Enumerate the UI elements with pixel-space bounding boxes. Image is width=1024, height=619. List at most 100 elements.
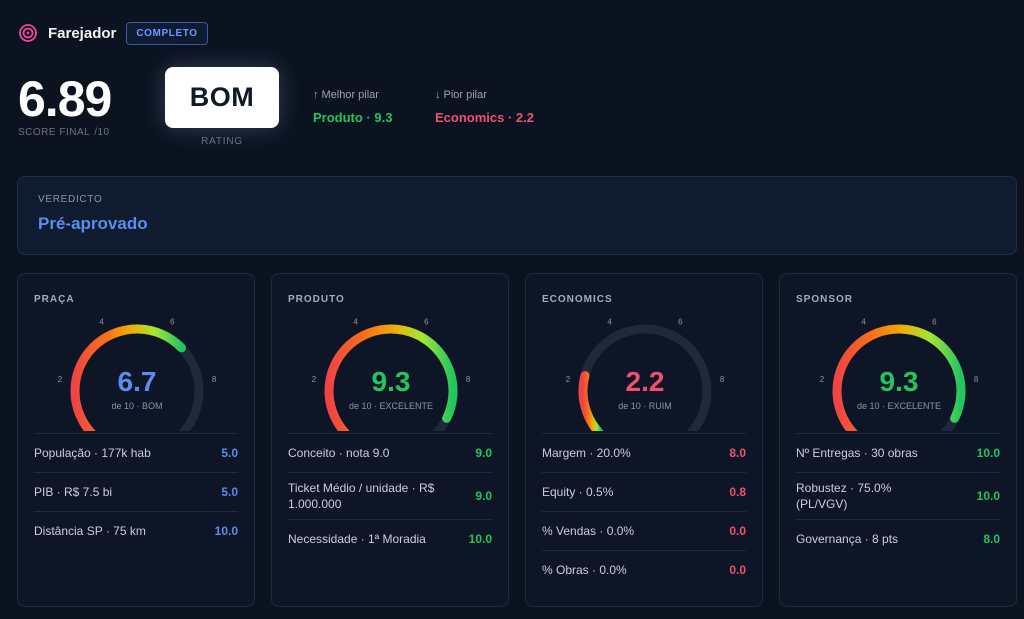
gauge-score: 6.7: [117, 366, 157, 397]
gauge-tick-label: 8: [212, 375, 217, 384]
card-title: SPONSOR: [796, 294, 854, 305]
status-badge: COMPLETO: [126, 21, 208, 45]
rating-label: RATING: [201, 136, 243, 147]
gauge-tick-label: 6: [170, 318, 175, 327]
worst-pillar: ↓ Pior pilar Economics · 2.2: [435, 89, 534, 125]
metric-label: % Vendas · 0.0%: [542, 524, 635, 538]
gauge-svg: 0246810: [312, 318, 471, 431]
verdict-value: Pré-aprovado: [38, 214, 148, 233]
final-score-label: SCORE FINAL/10: [18, 127, 110, 138]
metric-label: % Obras · 0.0%: [542, 563, 627, 577]
gauge-score: 9.3: [371, 366, 411, 397]
header: Farejador COMPLETO: [18, 20, 208, 46]
metric-row: Nº Entregas · 30 obras 10.0: [796, 433, 1000, 472]
gauge-subtitle: de 10 · EXCELENTE: [856, 401, 942, 411]
metric-list: Margem · 20.0% 8.0 Equity · 0.5% 0.8 % Venda…: [542, 433, 746, 589]
gauge-subtitle: de 10 · BOM: [111, 401, 163, 411]
metric-row: Margem · 20.0% 8.0: [542, 433, 746, 472]
metric-label: Governança · 8 pts: [796, 532, 899, 546]
gauge-tick-label: 2: [566, 375, 571, 384]
gauge-tick-label: 2: [820, 375, 825, 384]
metric-row: Conceito · nota 9.0 9.0: [288, 433, 492, 472]
score-gauge: 02468102.2de 10 · RUIM: [542, 311, 748, 431]
metric-row: % Obras · 0.0% 0.0: [542, 550, 746, 589]
arrow-down-icon: ↓: [435, 89, 441, 101]
metric-row: PIB · R$ 7.5 bi 5.0: [34, 472, 238, 511]
metric-row: Distância SP · 75 km 10.0: [34, 511, 238, 550]
metric-label: Robustez · 75.0% (PL/VGV): [796, 481, 892, 511]
metric-row: % Vendas · 0.0% 0.0: [542, 511, 746, 550]
metric-value: 0.0: [729, 563, 746, 577]
metric-label: Distância SP · 75 km: [34, 524, 146, 538]
gauge-fill: [324, 324, 458, 431]
metric-value: 8.0: [983, 532, 1000, 546]
metric-value: 0.8: [729, 485, 746, 499]
pillar-card: PRODUTO02468109.3de 10 · EXCELENTEConcei…: [271, 273, 509, 607]
metric-value: 10.0: [976, 489, 1000, 503]
verdict-label: VEREDICTO: [38, 194, 103, 205]
gauge-tick-label: 8: [720, 375, 725, 384]
gauge-fill: [832, 324, 966, 431]
metric-label: Equity · 0.5%: [542, 485, 614, 499]
gauge-tick-label: 6: [932, 318, 937, 327]
final-score: 6.89 SCORE FINAL/10: [18, 74, 112, 138]
gauge-tick-label: 2: [312, 375, 317, 384]
gauge-subtitle: de 10 · RUIM: [618, 401, 672, 411]
verdict-panel: VEREDICTO Pré-aprovado: [17, 176, 1017, 255]
gauge-tick-label: 6: [678, 318, 683, 327]
metric-value: 8.0: [729, 446, 746, 460]
rating-box: BOM: [165, 67, 279, 128]
best-pillar-value: Produto · 9.3: [313, 110, 393, 125]
metric-label: Necessidade · 1ª Moradia: [288, 532, 426, 546]
rating: BOM RATING: [165, 67, 279, 147]
gauge-tick-label: 4: [99, 318, 104, 327]
metric-label: Ticket Médio / unidade · R$ 1.000.000: [288, 481, 435, 511]
best-pillar: ↑ Melhor pilar Produto · 9.3: [313, 89, 392, 125]
metric-row: Governança · 8 pts 8.0: [796, 519, 1000, 558]
metric-label: População · 177k hab: [34, 446, 151, 460]
card-title: PRAÇA: [34, 294, 75, 305]
gauge-svg: 0246810: [820, 318, 979, 431]
gauge-fill: [578, 371, 604, 431]
score-gauge: 02468109.3de 10 · EXCELENTE: [288, 311, 494, 431]
metric-row: Equity · 0.5% 0.8: [542, 472, 746, 511]
best-pillar-caption: Melhor pilar: [321, 89, 379, 101]
gauge-tick-label: 2: [58, 375, 63, 384]
metric-value: 10.0: [468, 532, 492, 546]
rating-value: BOM: [189, 82, 255, 112]
metric-value: 10.0: [976, 446, 1000, 460]
worst-pillar-value: Economics · 2.2: [435, 110, 534, 125]
metric-list: População · 177k hab 5.0 PIB · R$ 7.5 bi 5.…: [34, 433, 238, 550]
metric-row: Robustez · 75.0% (PL/VGV) 10.0: [796, 472, 1000, 519]
metric-label: PIB · R$ 7.5 bi: [34, 485, 113, 499]
gauge-tick-label: 6: [424, 318, 429, 327]
card-title: PRODUTO: [288, 294, 345, 305]
metric-value: 9.0: [475, 489, 492, 503]
final-score-scale: /10: [94, 127, 110, 138]
metric-row: Ticket Médio / unidade · R$ 1.000.000 9.0: [288, 472, 492, 519]
metric-list: Conceito · nota 9.0 9.0 Ticket Médio / uni…: [288, 433, 492, 558]
gauge-subtitle: de 10 · EXCELENTE: [348, 401, 434, 411]
metric-row: Necessidade · 1ª Moradia 10.0: [288, 519, 492, 558]
card-title: ECONOMICS: [542, 294, 613, 305]
score-gauge: 02468106.7de 10 · BOM: [34, 311, 240, 431]
gauge-tick-label: 4: [607, 318, 612, 327]
metric-label: Margem · 20.0%: [542, 446, 631, 460]
metric-label: Conceito · nota 9.0: [288, 446, 390, 460]
arrow-up-icon: ↑: [313, 89, 319, 101]
metric-label: Nº Entregas · 30 obras: [796, 446, 918, 460]
metric-value: 10.0: [214, 524, 238, 538]
app-title: Farejador: [48, 24, 117, 42]
gauge-tick-label: 8: [974, 375, 979, 384]
gauge-tick-label: 4: [353, 318, 358, 327]
gauge-tick-label: 4: [861, 318, 866, 327]
gauge-fill: [70, 324, 187, 431]
metric-value: 9.0: [475, 446, 492, 460]
gauge-score: 9.3: [879, 366, 919, 397]
gauge-tick-label: 8: [466, 375, 471, 384]
gauge-score: 2.2: [625, 366, 665, 397]
